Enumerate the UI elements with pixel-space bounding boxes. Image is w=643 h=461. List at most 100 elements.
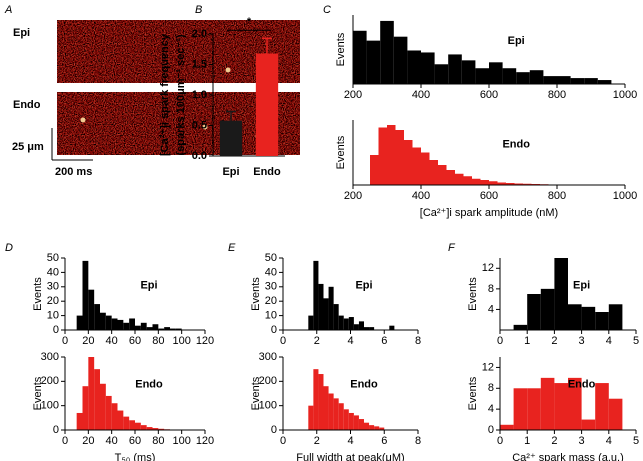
histogram-bar [393, 36, 408, 84]
x-tick-label: 1000 [613, 89, 637, 101]
y-axis-label: [Ca²⁺]i spark frequency [159, 33, 171, 156]
x-tick-label: 0 [497, 435, 503, 447]
x-tick-label: 100 [172, 335, 190, 347]
x-tick-label: 2 [551, 335, 557, 347]
histogram-bar [513, 388, 528, 430]
histogram-bar [343, 318, 349, 330]
bar [255, 53, 279, 156]
x-tick-label: 80 [152, 435, 164, 447]
y-tick-label: 8 [488, 283, 494, 295]
histogram-bar [387, 125, 396, 185]
histogram-bar [463, 176, 472, 185]
spark-spot [202, 124, 208, 130]
y-axis-label: Events [32, 277, 44, 311]
histogram-bar [308, 405, 314, 430]
histogram-bar [543, 76, 557, 84]
histogram-bar [581, 306, 596, 330]
x-tick-label: 2 [314, 435, 320, 447]
histogram-bar [502, 68, 517, 84]
histogram-bar [135, 422, 141, 430]
y-tick-label: 4 [488, 303, 494, 315]
histogram-bar [527, 294, 541, 330]
histogram-bar [366, 40, 381, 84]
histogram-bar [129, 318, 135, 330]
histogram-bar [76, 315, 83, 330]
histogram-bar [597, 80, 612, 84]
histogram-bar [475, 68, 489, 84]
x-tick-label: 60 [129, 335, 141, 347]
bar [219, 120, 243, 156]
spark-spot [80, 117, 86, 123]
histogram-bar [117, 410, 124, 430]
x-tick-label: 600 [480, 89, 498, 101]
histogram-bar [472, 178, 481, 185]
histogram-bar [123, 322, 130, 330]
x-tick-label: 2 [551, 435, 557, 447]
histogram-bar [540, 377, 555, 430]
histogram-bar [318, 283, 324, 330]
y-tick-label: 12 [482, 262, 494, 274]
y-tick-label: 20 [47, 295, 59, 307]
histogram-bar [333, 304, 339, 330]
histogram-bar [100, 312, 106, 330]
histogram-bar [333, 398, 339, 430]
histogram-bar [374, 426, 380, 430]
panel-letter: A [4, 4, 12, 16]
x-tick-label: 100 [172, 435, 190, 447]
y-axis-label: Events [467, 277, 479, 311]
panel-letter: E [228, 242, 236, 254]
histogram-bar [348, 412, 354, 430]
x-tick-label: 800 [548, 190, 566, 202]
histogram-bar [82, 386, 89, 430]
histogram-bar [94, 369, 100, 430]
x-tick-label: 8 [415, 335, 421, 347]
histogram-bar [448, 54, 462, 84]
histogram-bar [421, 152, 430, 185]
histogram-bar [105, 395, 112, 430]
y-tick-label: 0.0 [192, 150, 207, 162]
histogram-bar [497, 182, 506, 185]
x-tick-label: 1000 [613, 190, 637, 202]
histogram-bar [434, 64, 449, 84]
histogram-bar [328, 393, 334, 430]
x-tick-label: 20 [82, 335, 94, 347]
histogram-bar [378, 127, 387, 185]
histogram-bar [421, 52, 435, 84]
histogram-bar [328, 286, 334, 330]
x-tick-label: 2 [314, 335, 320, 347]
x-tick-label: 5 [633, 435, 639, 447]
histogram-bar [308, 315, 314, 330]
histogram-bar [540, 288, 555, 330]
histogram-label: Epi [355, 279, 372, 291]
y-tick-label: 40 [47, 266, 59, 278]
histogram-bar [568, 377, 582, 430]
x-tick-label: 6 [381, 435, 387, 447]
histogram-bar [581, 419, 596, 430]
histogram-bar [152, 428, 159, 430]
histogram-bar [389, 325, 395, 330]
x-axis-label: Full width at peak(μM) [296, 452, 404, 461]
x-tick-label: 40 [106, 435, 118, 447]
panel-letter: D [5, 242, 13, 254]
x-tick-label: Endo [253, 166, 281, 178]
y-axis-label: Events [335, 135, 347, 169]
histogram-bar [313, 260, 319, 330]
histogram-bar [76, 412, 83, 430]
histogram-bar [364, 422, 370, 430]
x-tick-label: 400 [412, 190, 430, 202]
y-axis-label: Events [32, 376, 44, 410]
histogram-bar [353, 324, 359, 330]
histogram-label: Endo [502, 139, 530, 151]
histogram-bar [608, 304, 623, 330]
histogram-bar [146, 327, 153, 330]
x-tick-label: Epi [222, 166, 239, 178]
x-tick-label: 400 [412, 89, 430, 101]
y-tick-label: 30 [47, 281, 59, 293]
x-axis-label: Ca²⁺ spark mass (a.u.) [512, 452, 624, 461]
histogram-label: Endo [350, 379, 378, 391]
histogram-label: Epi [508, 35, 525, 47]
histogram-bar [140, 322, 147, 330]
x-tick-label: 1 [524, 335, 530, 347]
histogram-label: Epi [140, 279, 157, 291]
